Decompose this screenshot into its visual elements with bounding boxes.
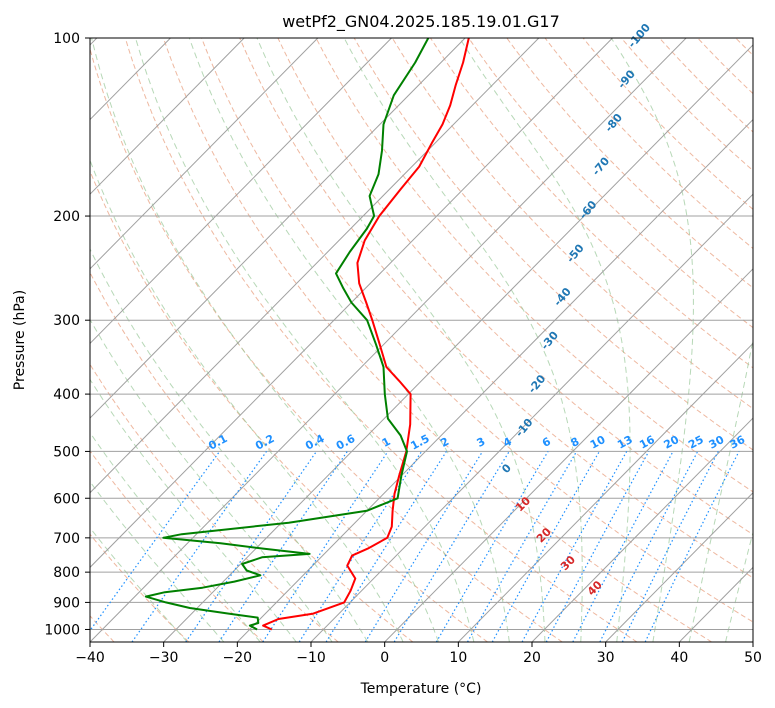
y-tick-label: 700 xyxy=(53,531,80,547)
x-tick-label: −20 xyxy=(223,650,253,666)
tick-layer: −40 −30 −20 −10 0 10 20 30 40 50 1000 900 800 700 600 5… xyxy=(44,31,762,666)
mixing-ratio-label: 13 xyxy=(615,433,635,452)
isotherm-line xyxy=(163,44,753,642)
dry-adiabat-line xyxy=(315,38,753,493)
x-axis-title: Temperature (°C) xyxy=(360,681,482,697)
isotherm-line xyxy=(457,342,753,642)
moist-adiabat-line xyxy=(256,38,546,642)
moist-adiabat-line xyxy=(188,38,510,642)
dry-adiabat-line xyxy=(391,38,753,410)
chart-title: wetPf2_GN04.2025.185.19.01.G17 xyxy=(282,12,560,32)
isotherm-line xyxy=(90,38,392,345)
mixing-ratio-label: 25 xyxy=(686,433,706,452)
dry-adiabat-line xyxy=(90,169,488,642)
mixing-ratio-label: 30 xyxy=(707,433,727,452)
plot-background xyxy=(90,38,753,642)
y-tick-label: 500 xyxy=(53,444,80,460)
mixing-ratio-line xyxy=(545,451,650,642)
mixing-ratio-line xyxy=(262,451,389,642)
dry-adiabat-line xyxy=(201,38,753,623)
moist-adiabat-line xyxy=(90,431,261,642)
mixing-ratio-line xyxy=(218,451,348,642)
isotherm-line xyxy=(752,641,753,642)
mixing-ratio-line xyxy=(491,451,600,642)
moist-adiabat-line xyxy=(725,530,753,642)
y-tick-label: 400 xyxy=(53,387,80,403)
moist-adiabat-line xyxy=(90,158,404,642)
mixing-ratio-line xyxy=(521,451,628,642)
moist-adiabat-line xyxy=(90,247,369,642)
isotherm-line xyxy=(90,38,687,642)
y-tick-label: 300 xyxy=(53,313,80,329)
mixing-ratio-line xyxy=(599,451,699,642)
moist-adiabat-line xyxy=(91,38,439,642)
mixing-ratio-label: 20 xyxy=(662,433,682,452)
isotherm-line xyxy=(90,38,319,270)
dry-adiabat-line xyxy=(90,533,190,642)
x-tick-label: −30 xyxy=(149,650,179,666)
moist-adiabat-line xyxy=(90,480,225,642)
x-tick-label: 30 xyxy=(597,650,615,666)
dewpoint-profile-line xyxy=(144,38,430,631)
moist-adiabat-line xyxy=(135,38,475,642)
dry-adiabat-line xyxy=(90,47,563,642)
isotherm-line xyxy=(605,492,753,642)
isotherm-line xyxy=(90,38,466,419)
y-tick-label: 100 xyxy=(53,31,80,47)
mixing-ratio-line xyxy=(90,451,221,632)
dry-adiabat-line xyxy=(90,271,414,642)
mixing-ratio-label: 36 xyxy=(728,433,748,452)
mixing-ratio-line xyxy=(621,451,719,642)
moist-adiabat-line xyxy=(688,337,753,642)
y-axis-title: Pressure (hPa) xyxy=(12,290,28,390)
x-tick-label: −10 xyxy=(296,650,326,666)
isotherm-line xyxy=(236,118,753,642)
isotherm-line xyxy=(90,38,245,195)
x-tick-label: 50 xyxy=(744,650,762,666)
mixing-ratio-line xyxy=(364,451,484,642)
isotherm-line xyxy=(310,193,753,642)
y-tick-label: 200 xyxy=(53,209,80,225)
isotherm-line xyxy=(90,38,613,569)
y-tick-label: 800 xyxy=(53,565,80,581)
x-tick-label: 10 xyxy=(449,650,467,666)
mixing-ratio-line xyxy=(131,451,267,642)
plot-frame xyxy=(89,37,754,643)
moist-adiabat-line xyxy=(90,318,333,642)
x-tick-label: 40 xyxy=(670,650,688,666)
series-layer xyxy=(144,38,470,631)
y-tick-label: 1000 xyxy=(44,622,80,638)
dry-adiabat-line xyxy=(90,363,339,642)
dry-adiabat-line xyxy=(162,38,712,642)
x-tick-label: 20 xyxy=(523,650,541,666)
grid-layer xyxy=(90,38,753,642)
dry-adiabat-line xyxy=(353,38,753,451)
y-tick-label: 600 xyxy=(53,491,80,507)
isotherm-line xyxy=(384,268,753,642)
moist-adiabat-line xyxy=(610,38,694,642)
isotherm-line xyxy=(531,417,753,642)
x-tick-label: −40 xyxy=(75,650,105,666)
y-tick-label: 900 xyxy=(53,595,80,611)
mixing-ratio-line xyxy=(185,451,317,642)
temperature-profile-line xyxy=(262,38,470,631)
mixing-ratio-label: 10 xyxy=(588,433,608,452)
mixing-ratio-label: 16 xyxy=(637,433,657,452)
dry-adiabat-line xyxy=(468,38,753,329)
x-tick-label: 0 xyxy=(380,650,389,666)
moist-adiabat-line xyxy=(459,38,631,642)
moist-adiabat-line xyxy=(90,378,297,642)
dry-adiabat-line xyxy=(124,38,638,642)
isotherm-line xyxy=(90,38,540,494)
